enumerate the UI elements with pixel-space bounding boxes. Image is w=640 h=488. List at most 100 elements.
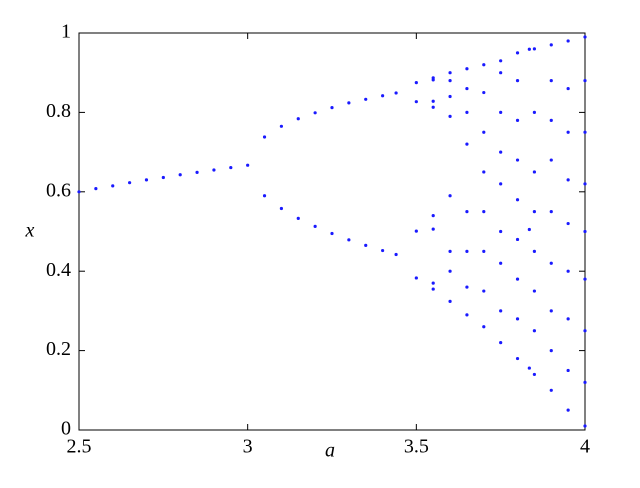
- point: [527, 227, 531, 232]
- point: [583, 35, 587, 39]
- point: [527, 366, 531, 370]
- point: [94, 187, 98, 191]
- point: [347, 101, 351, 105]
- point: [532, 47, 537, 51]
- point: [347, 238, 351, 242]
- point: [566, 221, 570, 226]
- x-tick-label: 4: [580, 436, 590, 458]
- point: [566, 269, 570, 273]
- point: [279, 124, 283, 128]
- point: [161, 175, 165, 180]
- y-tick-label: 0.4: [46, 259, 71, 281]
- point: [296, 216, 300, 220]
- point: [515, 51, 520, 55]
- point: [583, 329, 587, 333]
- point: [515, 118, 520, 122]
- point: [195, 170, 199, 174]
- point: [296, 117, 300, 121]
- point: [527, 47, 531, 51]
- point: [549, 261, 553, 265]
- point: [566, 317, 570, 321]
- point: [499, 261, 503, 265]
- point: [549, 349, 553, 353]
- point: [364, 97, 368, 101]
- x-tick-label: 2.5: [67, 436, 92, 458]
- point: [566, 178, 570, 182]
- y-tick-label: 0: [61, 418, 71, 440]
- point: [515, 198, 520, 202]
- point: [499, 71, 503, 75]
- point: [499, 341, 503, 345]
- point: [77, 190, 81, 194]
- y-axis-label: x: [25, 220, 35, 242]
- point: [364, 243, 368, 247]
- point: [482, 130, 486, 134]
- point: [279, 206, 283, 211]
- point: [532, 372, 537, 377]
- point: [499, 110, 503, 114]
- point: [549, 43, 553, 47]
- point: [448, 94, 452, 99]
- point: [566, 130, 570, 134]
- plot-frame: [78, 32, 586, 431]
- point: [431, 99, 435, 103]
- point: [330, 106, 334, 110]
- point: [549, 158, 553, 162]
- point: [583, 277, 587, 281]
- point: [549, 388, 553, 392]
- x-axis-label: a: [325, 440, 335, 462]
- point: [431, 287, 435, 291]
- point: [549, 210, 553, 214]
- point: [414, 229, 418, 233]
- point: [313, 111, 317, 115]
- point: [583, 229, 587, 234]
- y-tick-label: 0.6: [46, 179, 71, 201]
- point: [465, 86, 469, 91]
- y-tick-label: 1: [61, 21, 71, 43]
- point: [111, 184, 115, 188]
- point: [583, 79, 587, 83]
- point: [465, 285, 469, 289]
- point: [465, 67, 469, 71]
- point: [465, 313, 469, 317]
- point: [128, 181, 132, 185]
- point: [549, 118, 553, 122]
- point: [515, 356, 520, 361]
- point: [431, 214, 435, 218]
- point: [532, 289, 537, 293]
- point: [482, 90, 486, 95]
- point: [566, 368, 570, 373]
- point: [381, 94, 385, 98]
- point: [431, 281, 435, 285]
- point: [448, 194, 452, 198]
- point: [482, 63, 486, 67]
- point: [448, 79, 452, 83]
- point: [583, 380, 587, 384]
- point: [499, 150, 503, 154]
- y-tick-label: 0.8: [46, 100, 71, 122]
- point: [515, 277, 520, 281]
- point: [431, 105, 435, 109]
- point: [448, 71, 452, 75]
- point: [499, 229, 503, 234]
- point: [515, 79, 520, 83]
- point: [532, 249, 537, 253]
- point: [583, 130, 587, 134]
- point: [414, 100, 418, 104]
- point: [313, 224, 317, 228]
- point: [532, 110, 537, 114]
- point: [566, 86, 570, 91]
- point: [448, 114, 452, 118]
- point: [394, 252, 398, 257]
- point: [482, 325, 486, 329]
- point: [465, 110, 469, 114]
- point: [515, 158, 520, 162]
- point: [431, 227, 435, 231]
- point: [532, 210, 537, 214]
- point: [448, 299, 452, 303]
- point: [178, 173, 182, 177]
- point: [330, 231, 334, 236]
- point: [262, 135, 267, 139]
- point: [566, 408, 570, 412]
